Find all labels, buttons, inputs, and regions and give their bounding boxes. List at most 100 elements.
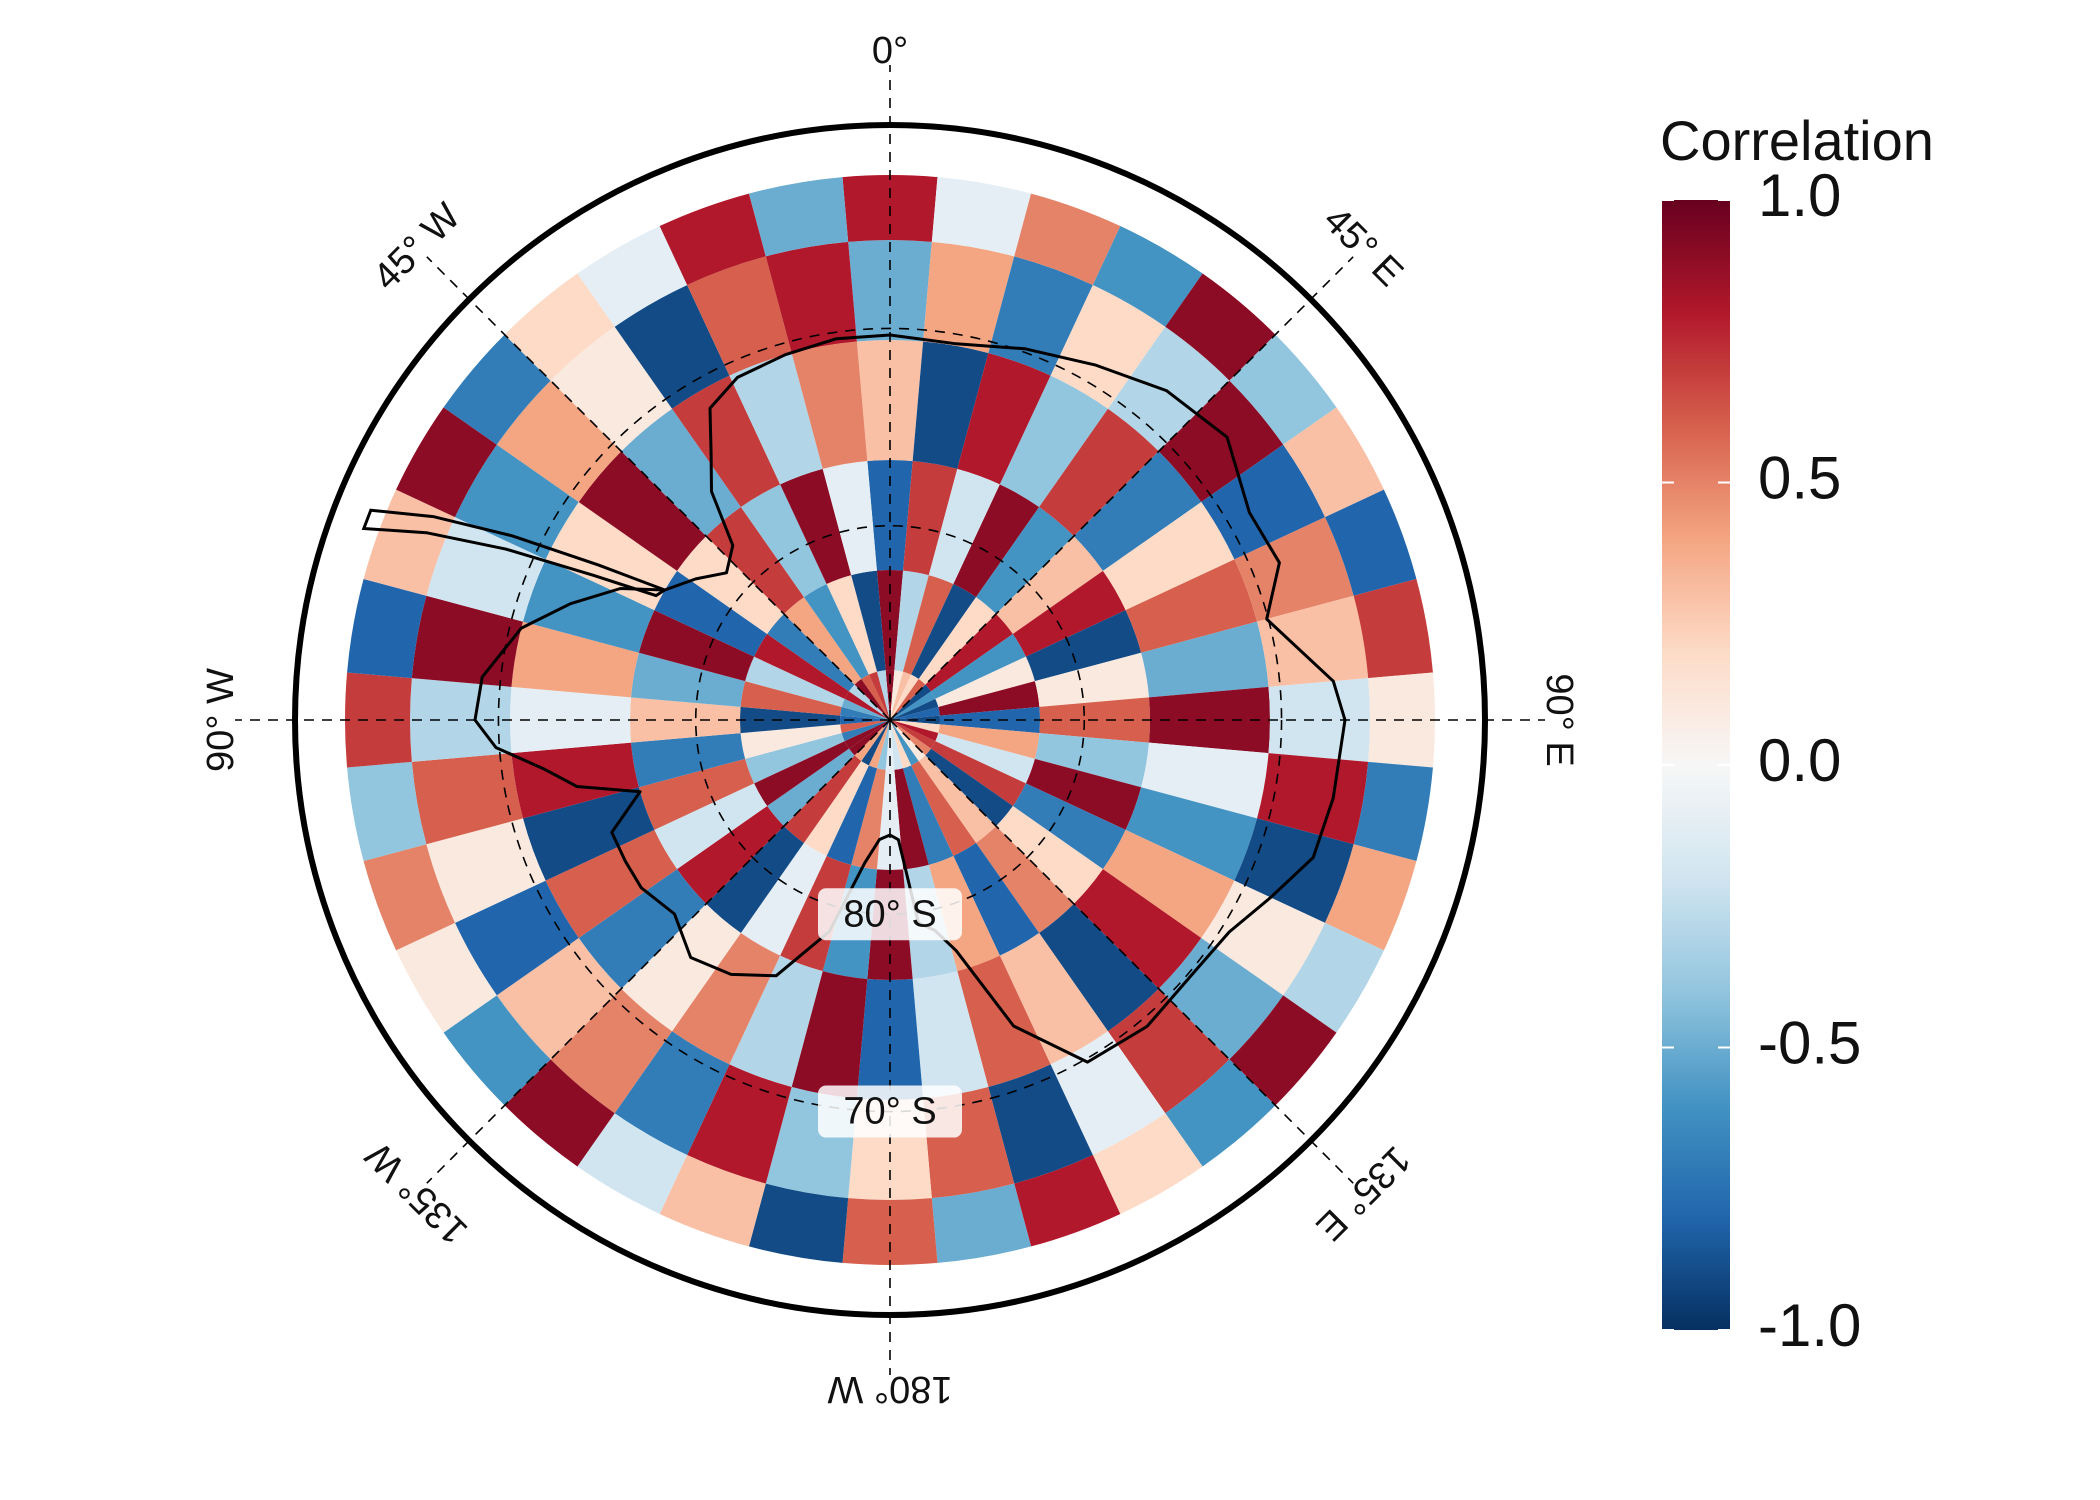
heatmap-cell — [1039, 408, 1159, 537]
heatmap-cell — [861, 720, 890, 766]
heatmap-cell — [938, 681, 1040, 716]
heatmap-cell — [780, 468, 852, 585]
heatmap-cell — [1268, 678, 1371, 762]
latitude-label-text: 70° S — [843, 1091, 936, 1133]
heatmap-cell — [849, 720, 890, 756]
heatmap-cell — [925, 613, 1013, 692]
colorbar: Correlation 1.0 0.5 0.0 -0.5 -1.0 — [1660, 109, 1934, 1359]
heatmap-cell — [1234, 818, 1354, 923]
heatmap-cell — [925, 748, 1013, 827]
heatmap-cell — [803, 760, 869, 856]
heatmap-cell — [577, 226, 688, 327]
colorbar-tick-label: 0.5 — [1758, 444, 1841, 511]
heatmap-cell — [861, 674, 890, 720]
heatmap-cell — [902, 575, 954, 675]
heatmap-cell — [748, 1183, 849, 1263]
longitude-gridline — [426, 256, 891, 721]
heatmap-cell — [1107, 988, 1230, 1114]
heatmap-cell — [848, 240, 932, 342]
heatmap-cell — [851, 570, 886, 672]
heatmap-cell — [1353, 578, 1433, 679]
heatmap-cell — [854, 679, 890, 720]
heatmap-cell — [630, 733, 746, 788]
heatmap-cell — [1125, 559, 1258, 653]
heatmap-cell — [1012, 570, 1126, 657]
heatmap-cell — [988, 256, 1093, 376]
heatmap-cell — [1107, 326, 1230, 452]
heatmap-cell — [654, 570, 768, 657]
colorbar-tick-label: -1.0 — [1758, 1292, 1861, 1359]
heatmap-cell — [935, 656, 1035, 708]
heatmap-cell — [999, 932, 1108, 1065]
heatmap-cell — [803, 584, 869, 680]
heatmap-cell — [754, 633, 850, 699]
heatmap-cell — [496, 937, 622, 1060]
heatmap-cell — [930, 741, 1026, 807]
heatmap-cell — [706, 507, 804, 614]
heatmap-cell — [783, 597, 862, 685]
heatmap-cell — [1158, 937, 1284, 1060]
graticule — [235, 65, 1545, 1375]
heatmap-cell — [877, 670, 890, 720]
heatmap-cell — [621, 903, 741, 1032]
heatmap-cells — [345, 174, 1436, 1266]
heatmap-cell — [740, 842, 827, 956]
heatmap-cell — [791, 341, 868, 469]
heatmap-cell — [840, 720, 890, 733]
latitude-label-box — [818, 888, 962, 941]
heatmap-cell — [706, 826, 804, 933]
heatmap-cell — [411, 595, 523, 687]
heatmap-cell — [890, 720, 903, 770]
heatmap-cell — [510, 686, 631, 754]
heatmap-cell — [841, 698, 890, 720]
coastline-path — [473, 333, 1347, 1064]
longitude-label: 90° W — [200, 668, 242, 772]
heatmap-cell — [672, 375, 781, 508]
heatmap-cell — [996, 536, 1103, 634]
heatmap-cell — [740, 484, 827, 598]
heatmap-cell — [1234, 517, 1354, 622]
heatmap-cell — [677, 536, 784, 634]
heatmap-cell — [890, 720, 926, 761]
heatmap-cell — [740, 681, 842, 716]
heatmap-cell — [1165, 1059, 1276, 1167]
heatmap-cell — [903, 460, 958, 576]
heatmap-cell — [890, 679, 926, 720]
heatmap-cell — [1125, 787, 1258, 881]
longitude-gridline — [426, 719, 891, 1184]
heatmap-cell — [1073, 869, 1202, 989]
heatmap-cell — [911, 760, 977, 856]
heatmap-cell — [1229, 334, 1337, 445]
heatmap-cell — [654, 783, 768, 870]
heatmap-cell — [923, 241, 1015, 353]
heatmap-cell — [957, 955, 1051, 1088]
heatmap-cell — [496, 380, 622, 503]
longitude-label: 180° W — [827, 1368, 952, 1410]
heatmap-cell — [890, 707, 940, 720]
heatmap-cell — [630, 652, 746, 707]
heatmap-cell — [659, 193, 766, 285]
heatmap-cell — [621, 408, 741, 537]
heatmap-cell — [1034, 733, 1150, 788]
heatmap-cell — [912, 341, 989, 469]
heatmap-cell — [988, 1064, 1093, 1184]
heatmap-cell — [511, 621, 639, 698]
heatmap-cell — [363, 844, 455, 951]
heatmap-cell — [1257, 753, 1369, 845]
heatmap-cell — [841, 720, 890, 742]
heatmap-cell — [856, 340, 924, 461]
heatmap-cell — [890, 684, 931, 720]
heatmap-cell — [931, 1183, 1032, 1263]
heatmap-cell — [1141, 621, 1269, 698]
longitude-gridline — [889, 719, 1354, 1184]
heatmap-cell — [1283, 922, 1384, 1033]
heatmap-cell — [1353, 761, 1433, 862]
heatmap-cell — [578, 451, 707, 571]
antarctica-coastline — [361, 333, 1347, 1064]
heatmap-cell — [822, 460, 877, 576]
heatmap-cell — [1025, 610, 1142, 682]
longitude-label: 90° E — [1538, 673, 1580, 766]
heatmap-cell — [522, 559, 655, 653]
heatmap-cell — [1034, 652, 1150, 707]
heatmap-cell — [638, 758, 755, 830]
